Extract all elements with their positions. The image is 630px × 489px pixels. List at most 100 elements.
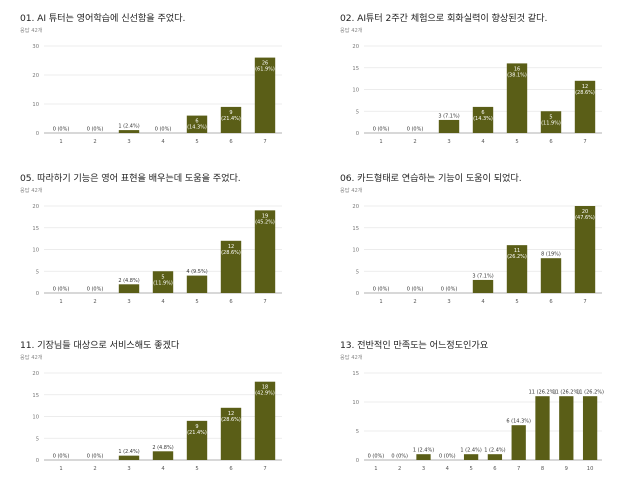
x-tick-label: 9 — [565, 466, 568, 472]
y-tick-label: 0 — [356, 458, 359, 464]
data-label: (28.6%) — [221, 250, 241, 256]
data-label: (45.2%) — [255, 219, 275, 225]
data-label: (11.9%) — [541, 120, 561, 126]
x-tick-label: 4 — [446, 466, 450, 472]
data-label: (21.4%) — [187, 430, 207, 436]
data-label: 3 (7.1%) — [472, 273, 493, 279]
data-label: 11 (26.2%) — [552, 390, 580, 396]
bar — [559, 396, 574, 460]
x-tick-label: 6 — [229, 299, 232, 305]
data-label: (21.4%) — [221, 116, 241, 122]
data-label: 3 (7.1%) — [438, 113, 459, 119]
data-label: 16 — [514, 66, 520, 72]
bar — [582, 396, 598, 460]
x-tick-label: 5 — [195, 466, 198, 472]
data-label: 0 (0%) — [53, 127, 70, 133]
x-tick-label: 6 — [229, 466, 232, 472]
data-label: 5 — [549, 114, 552, 120]
bar — [118, 455, 140, 460]
x-tick-label: 6 — [493, 466, 496, 472]
chart-panel-6: 13. 전반적인 만족도는 어느정도인가요 응답 42개 0 5 10 15 1 0 (0… — [340, 337, 630, 489]
data-label: (11.9%) — [153, 280, 173, 286]
data-label: 0 (0%) — [391, 454, 408, 460]
chart-panel-5: 11. 기장님들 대상으로 서비스해도 좋겠다 응답 42개 0 5 10 15 20 1… — [20, 337, 310, 489]
x-tick-label: 5 — [515, 139, 518, 145]
x-tick-label: 7 — [583, 299, 586, 305]
bar — [574, 80, 596, 133]
bar — [506, 63, 528, 133]
data-label: 6 — [481, 110, 484, 116]
data-label: 1 (2.4%) — [413, 448, 434, 454]
data-label: 0 (0%) — [87, 454, 104, 460]
y-tick-label: 5 — [356, 269, 359, 275]
chart-panel-2: 02. AI튜터 2주간 체험으로 회화실력이 향상된것 같다. 응답 42개 … — [340, 10, 630, 162]
x-tick-label: 4 — [161, 466, 165, 472]
x-tick-label: 5 — [195, 139, 198, 145]
bar-chart: 0 5 10 15 20 1 0 (0%) 2 0 (0%) 3 1 (2.4%) 4 2 (4.8%)… — [32, 371, 282, 472]
data-label: 0 (0%) — [155, 127, 172, 133]
y-tick-label: 10 — [32, 102, 39, 108]
data-label: 18 — [262, 385, 268, 391]
data-label: 0 (0%) — [373, 127, 390, 133]
x-tick-label: 5 — [469, 466, 472, 472]
y-tick-label: 10 — [352, 248, 359, 254]
y-tick-label: 10 — [352, 88, 359, 94]
bar — [186, 115, 208, 133]
data-label: 9 — [195, 424, 198, 430]
y-tick-label: 0 — [356, 291, 359, 297]
data-label: 0 (0%) — [407, 127, 424, 133]
x-tick-label: 7 — [517, 466, 520, 472]
y-tick-label: 0 — [356, 131, 359, 137]
response-count: 응답 42개 — [20, 28, 43, 34]
chart-title: 13. 전반적인 만족도는 어느정도인가요 — [340, 340, 489, 351]
y-tick-label: 15 — [32, 226, 39, 232]
x-tick-label: 1 — [59, 139, 62, 145]
chart-panel-4: 06. 카드형태로 연습하는 기능이 도움이 되었다. 응답 42개 0 5 10 1… — [340, 170, 630, 322]
y-tick-label: 15 — [352, 226, 359, 232]
x-tick-label: 5 — [515, 299, 518, 305]
bar — [416, 454, 431, 460]
bar — [186, 275, 208, 293]
response-count: 응답 42개 — [20, 355, 43, 361]
y-tick-label: 20 — [32, 73, 39, 79]
data-label: 19 — [262, 213, 268, 219]
chart-title: 11. 기장님들 대상으로 서비스해도 좋겠다 — [20, 340, 180, 351]
y-tick-label: 5 — [356, 109, 359, 115]
chart-panel-3: 05. 따라하기 기능은 영어 표현을 배우는데 도움을 주었다. 응답 42개… — [20, 170, 310, 322]
data-label: (26.2%) — [507, 254, 527, 260]
x-tick-label: 3 — [127, 466, 130, 472]
bar — [511, 425, 526, 460]
bar-chart: 0 5 10 15 20 1 0 (0%) 2 0 (0%) 3 0 (0%) 4 3 (7.1%) 5 1… — [352, 204, 602, 305]
bar — [254, 57, 276, 133]
x-tick-label: 4 — [481, 299, 485, 305]
y-tick-label: 20 — [352, 44, 359, 50]
data-label: 12 — [582, 84, 588, 90]
chart-title: 01. AI 튜터는 영어학습에 신선함을 주었다. — [20, 13, 186, 24]
y-tick-label: 15 — [32, 393, 39, 399]
y-tick-label: 5 — [36, 269, 39, 275]
bar — [220, 407, 242, 460]
data-label: 1 (2.4%) — [460, 448, 481, 454]
y-tick-label: 10 — [32, 248, 39, 254]
data-label: 11 (26.2%) — [529, 390, 557, 396]
x-tick-label: 1 — [374, 466, 377, 472]
x-tick-label: 4 — [161, 299, 165, 305]
chart-title: 06. 카드형태로 연습하는 기능이 도움이 되었다. — [340, 173, 522, 184]
x-tick-label: 6 — [549, 299, 552, 305]
data-label: 0 (0%) — [53, 287, 70, 293]
data-label: 0 (0%) — [87, 287, 104, 293]
x-tick-label: 4 — [161, 139, 165, 145]
bar — [463, 454, 479, 460]
x-tick-label: 8 — [541, 466, 544, 472]
data-label: 5 — [161, 274, 164, 280]
bar — [540, 111, 562, 133]
x-tick-label: 7 — [583, 139, 586, 145]
x-tick-label: 4 — [481, 139, 485, 145]
x-tick-label: 1 — [59, 299, 62, 305]
bar — [152, 451, 174, 460]
data-label: 1 (2.4%) — [118, 124, 139, 130]
bar — [152, 271, 174, 293]
data-label: 12 — [228, 244, 234, 250]
